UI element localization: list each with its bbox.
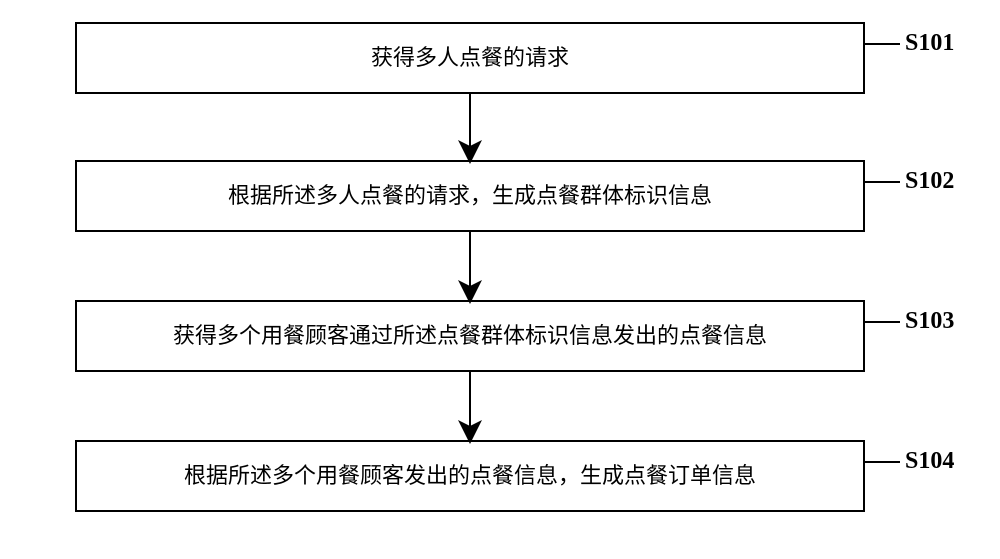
step-label-s102: S102: [905, 168, 954, 195]
step-label-s103: S103: [905, 308, 954, 335]
flowchart-canvas: 获得多人点餐的请求 根据所述多人点餐的请求，生成点餐群体标识信息 获得多个用餐顾…: [0, 0, 1000, 559]
flow-node-text: 根据所述多个用餐顾客发出的点餐信息，生成点餐订单信息: [184, 463, 756, 489]
flow-node-text: 获得多人点餐的请求: [371, 45, 569, 71]
flow-node-s101: 获得多人点餐的请求: [75, 22, 865, 94]
flow-node-s103: 获得多个用餐顾客通过所述点餐群体标识信息发出的点餐信息: [75, 300, 865, 372]
flow-node-text: 根据所述多人点餐的请求，生成点餐群体标识信息: [228, 183, 712, 209]
flow-node-text: 获得多个用餐顾客通过所述点餐群体标识信息发出的点餐信息: [173, 323, 767, 349]
flow-node-s104: 根据所述多个用餐顾客发出的点餐信息，生成点餐订单信息: [75, 440, 865, 512]
flow-node-s102: 根据所述多人点餐的请求，生成点餐群体标识信息: [75, 160, 865, 232]
step-label-s101: S101: [905, 30, 954, 57]
step-label-s104: S104: [905, 448, 954, 475]
